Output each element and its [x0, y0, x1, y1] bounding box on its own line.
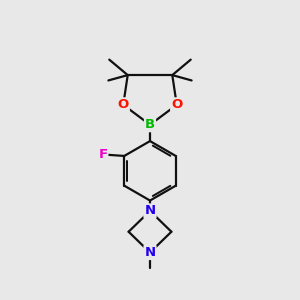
Text: F: F: [98, 148, 107, 161]
Text: B: B: [145, 118, 155, 131]
Text: O: O: [171, 98, 182, 111]
Text: N: N: [144, 204, 156, 218]
Text: O: O: [118, 98, 129, 111]
Text: N: N: [144, 246, 156, 259]
